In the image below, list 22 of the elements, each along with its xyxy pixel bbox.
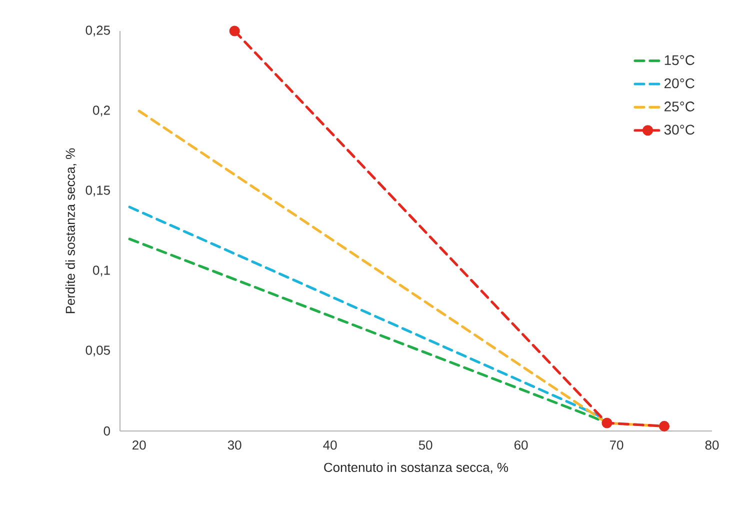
x-axis-title: Contenuto in sostanza secca, % [324,462,508,474]
y-tick-label: 0,1 [93,266,110,276]
y-tick-label: 0,15 [86,186,110,196]
legend-label: 30°C [664,124,694,135]
legend-label: 15°C [664,55,694,66]
point [602,418,612,428]
y-tick-label: 0,25 [86,26,110,36]
x-tick-label: 70 [610,440,624,450]
x-tick-label: 20 [132,440,146,450]
y-axis-title: Perdite di sostanza secca, % [65,148,76,314]
legend-label: 25°C [664,102,694,112]
x-tick-label: 30 [228,440,242,450]
x-tick-label: 80 [705,440,719,450]
point [229,26,240,36]
point [658,420,670,432]
y-tick-label: 0,05 [86,346,110,356]
y-tick-label: 0,2 [93,106,110,116]
y-tick-label: 0 [104,426,110,436]
x-tick-label: 60 [514,440,528,450]
x-tick-label: 40 [323,440,337,450]
legend-label: 20°C [664,78,694,88]
x-tick-label: 50 [418,440,432,450]
